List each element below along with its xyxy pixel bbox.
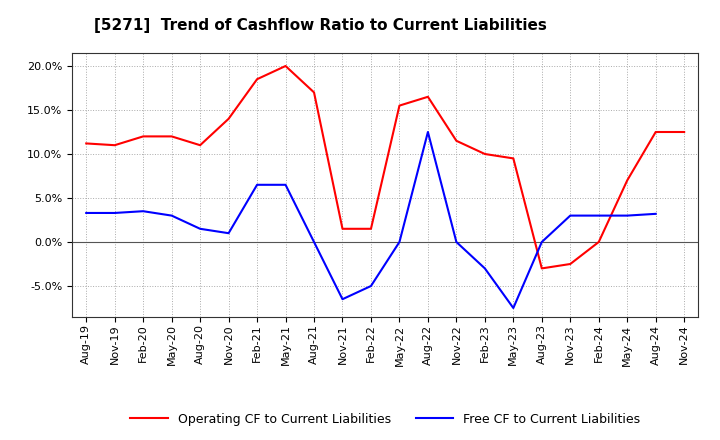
Operating CF to Current Liabilities bbox=[167, 134, 176, 139]
Free CF to Current Liabilities bbox=[480, 266, 489, 271]
Operating CF to Current Liabilities bbox=[680, 129, 688, 135]
Operating CF to Current Liabilities bbox=[139, 134, 148, 139]
Free CF to Current Liabilities bbox=[310, 239, 318, 245]
Operating CF to Current Liabilities bbox=[110, 143, 119, 148]
Free CF to Current Liabilities bbox=[167, 213, 176, 218]
Operating CF to Current Liabilities bbox=[509, 156, 518, 161]
Operating CF to Current Liabilities bbox=[196, 143, 204, 148]
Free CF to Current Liabilities bbox=[82, 210, 91, 216]
Free CF to Current Liabilities bbox=[652, 211, 660, 216]
Free CF to Current Liabilities bbox=[537, 239, 546, 245]
Operating CF to Current Liabilities bbox=[480, 151, 489, 157]
Operating CF to Current Liabilities bbox=[310, 90, 318, 95]
Operating CF to Current Liabilities bbox=[282, 63, 290, 69]
Operating CF to Current Liabilities bbox=[537, 266, 546, 271]
Free CF to Current Liabilities bbox=[423, 129, 432, 135]
Operating CF to Current Liabilities bbox=[566, 261, 575, 267]
Free CF to Current Liabilities bbox=[196, 226, 204, 231]
Line: Free CF to Current Liabilities: Free CF to Current Liabilities bbox=[86, 132, 656, 308]
Text: [5271]  Trend of Cashflow Ratio to Current Liabilities: [5271] Trend of Cashflow Ratio to Curren… bbox=[94, 18, 546, 33]
Free CF to Current Liabilities bbox=[225, 231, 233, 236]
Free CF to Current Liabilities bbox=[366, 283, 375, 289]
Operating CF to Current Liabilities bbox=[423, 94, 432, 99]
Operating CF to Current Liabilities bbox=[338, 226, 347, 231]
Free CF to Current Liabilities bbox=[595, 213, 603, 218]
Free CF to Current Liabilities bbox=[282, 182, 290, 187]
Free CF to Current Liabilities bbox=[623, 213, 631, 218]
Operating CF to Current Liabilities bbox=[652, 129, 660, 135]
Operating CF to Current Liabilities bbox=[595, 239, 603, 245]
Free CF to Current Liabilities bbox=[338, 297, 347, 302]
Operating CF to Current Liabilities bbox=[395, 103, 404, 108]
Operating CF to Current Liabilities bbox=[366, 226, 375, 231]
Operating CF to Current Liabilities bbox=[225, 116, 233, 121]
Line: Operating CF to Current Liabilities: Operating CF to Current Liabilities bbox=[86, 66, 684, 268]
Legend: Operating CF to Current Liabilities, Free CF to Current Liabilities: Operating CF to Current Liabilities, Fre… bbox=[125, 407, 645, 430]
Free CF to Current Liabilities bbox=[566, 213, 575, 218]
Free CF to Current Liabilities bbox=[509, 305, 518, 311]
Free CF to Current Liabilities bbox=[395, 239, 404, 245]
Operating CF to Current Liabilities bbox=[82, 141, 91, 146]
Free CF to Current Liabilities bbox=[139, 209, 148, 214]
Operating CF to Current Liabilities bbox=[623, 178, 631, 183]
Free CF to Current Liabilities bbox=[452, 239, 461, 245]
Operating CF to Current Liabilities bbox=[452, 138, 461, 143]
Free CF to Current Liabilities bbox=[253, 182, 261, 187]
Free CF to Current Liabilities bbox=[110, 210, 119, 216]
Operating CF to Current Liabilities bbox=[253, 77, 261, 82]
